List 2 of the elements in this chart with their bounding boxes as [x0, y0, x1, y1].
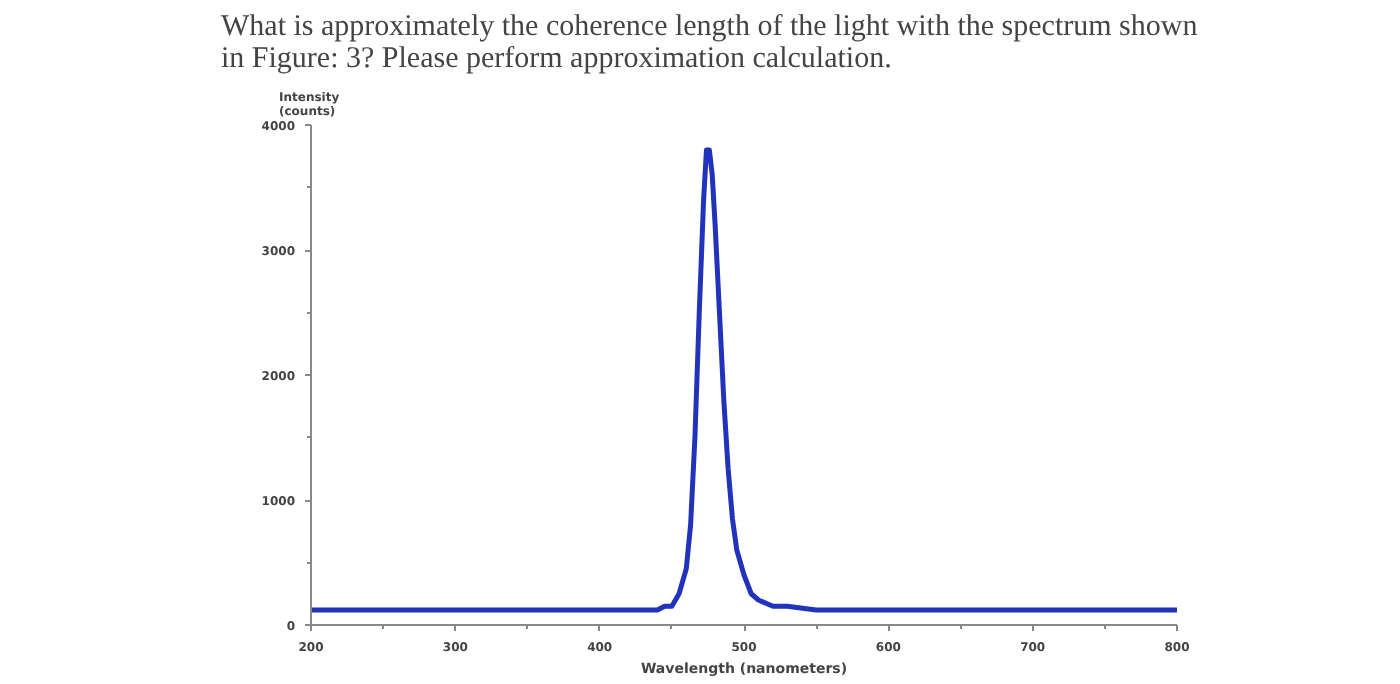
line-series — [311, 147, 1177, 613]
chart-title: What is approximately the coherence length of the light with the spectrum shown in Figure: 3? Please perform approximation calculation. — [221, 11, 1199, 75]
